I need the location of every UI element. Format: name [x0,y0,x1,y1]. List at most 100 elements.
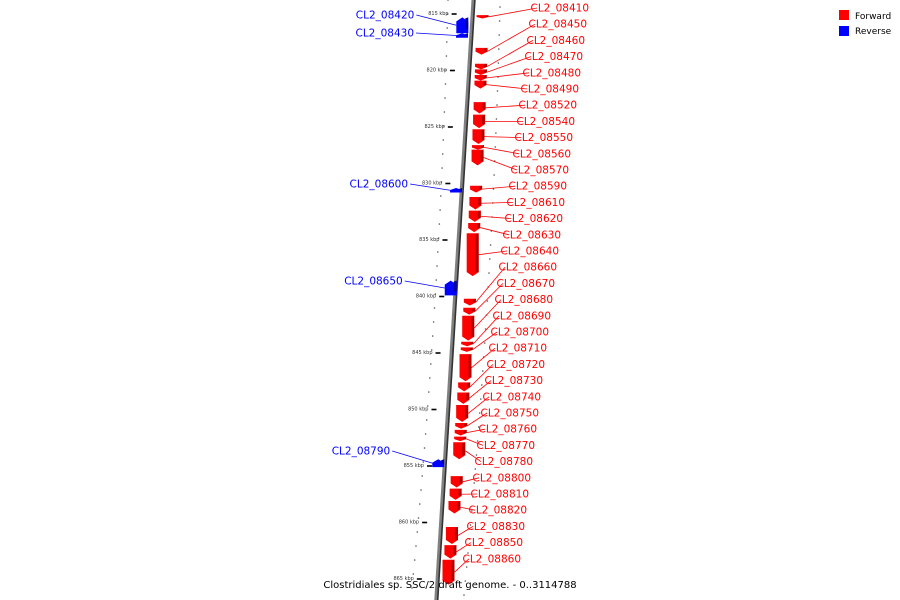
gene-arrow-shade [482,102,486,110]
guide-dot [437,237,440,239]
gene-leader [486,56,532,73]
gene-label: CL2_08480 [522,67,581,79]
gene-arrow-shade [458,488,462,496]
gene-label: CL2_08650 [344,276,403,288]
gene-label: CL2_08680 [494,294,553,306]
gene-leader [454,558,470,573]
gene-arrow-shade [475,233,479,273]
gene-label: CL2_08630 [502,229,561,241]
tick-label: 840 kbp [416,294,436,300]
gene-arrow-shade [462,442,466,456]
gene-CL2_08700 [460,347,473,352]
gene-CL2_08490 [474,80,487,89]
gene-leader [469,364,494,388]
gene-arrow-shade [481,145,485,148]
guide-dot [421,475,424,477]
gene-arrow-shade [463,429,467,433]
gene-arrow-shade [484,47,488,52]
legend-label-reverse: Reverse [855,27,892,37]
gene-CL2_08850 [444,545,457,559]
guide-dot [440,195,442,197]
gene-label: CL2_08850 [464,537,523,549]
gene-CL2_08540 [473,114,486,129]
guide-dot [426,405,429,407]
gene-leader [409,183,451,191]
guide-dot [435,279,438,281]
guide-dot [495,118,498,120]
guide-dot [439,209,441,211]
guide-dot [432,321,435,323]
gene-label: CL2_08660 [498,262,557,274]
gene-leader [484,136,522,138]
gene-arrow-shade [483,75,487,79]
guide-dot [430,349,433,351]
gene-CL2_08760 [454,429,467,436]
legend-swatch-reverse [839,26,849,36]
gene-leader [481,202,514,204]
guide-dot [496,104,498,106]
gene-label: CL2_08710 [488,343,547,355]
gene-arrow-shade [465,17,469,30]
guide-dot [444,97,446,99]
gene-leader [485,104,526,109]
guide-dot [415,545,417,547]
gene-CL2_08600 [450,188,463,193]
gene-leader [483,146,520,155]
guide-dot [441,167,443,169]
gene-CL2_08830 [445,527,458,544]
guide-dot [482,370,484,372]
guide-dot [445,69,447,71]
guide-dot [412,573,415,575]
gene-arrow-shade [454,527,458,540]
guide-dot [480,398,482,400]
gene-label: CL2_08800 [472,472,531,484]
guide-dot [446,27,449,29]
guide-dot [443,111,446,113]
guide-dot [416,531,419,533]
gene-CL2_08590 [470,185,483,193]
gene-CL2_08770 [454,436,467,442]
guide-dot [422,461,425,463]
guide-dot [444,83,447,85]
guide-dot [438,223,441,225]
guide-dot [447,0,449,1]
guide-dot [498,48,500,50]
tick-label: 850 kbp [408,407,428,413]
gene-CL2_08860 [442,559,455,585]
gene-label: CL2_08520 [518,100,577,112]
tick-label: 820 kbp [427,68,447,74]
gene-CL2_08460 [475,63,488,70]
gene-CL2_08810 [449,488,462,500]
legend: Forward Reverse [839,10,892,37]
guide-dot [465,566,468,568]
guide-dot [413,559,416,561]
guide-dot [476,440,479,442]
gene-CL2_08570 [471,149,484,166]
gene-label: CL2_08590 [508,181,567,193]
gene-label: CL2_08810 [470,489,529,501]
gene-arrow-shade [472,307,476,312]
gene-arrow-shade [483,80,487,86]
gene-CL2_08720 [458,382,471,392]
guide-dot [489,258,491,260]
tick-label: 825 kbp [424,124,444,130]
guide-dot [469,524,472,526]
guide-dot [496,90,499,92]
kbp-ticks: 815 kbp 820 kbp 825 kbp 830 kbp 835 kbp 840 k… [393,11,457,582]
guide-dot [488,272,490,274]
gene-CL2_08790 [432,459,445,468]
gene-CL2_08670 [463,307,476,315]
gene-leader [486,72,530,79]
gene-CL2_08610 [469,197,482,210]
gene-leader [466,412,488,427]
guide-dot [493,174,495,176]
gene-leader [486,40,534,67]
gene-arrow-shade [477,210,481,218]
gene-leader [478,250,508,256]
gene-leader [480,215,512,219]
gene-label: CL2_08490 [520,84,579,96]
genome-backbone [434,0,475,600]
guide-dot [498,20,501,22]
gene-arrow-shade [467,382,471,388]
